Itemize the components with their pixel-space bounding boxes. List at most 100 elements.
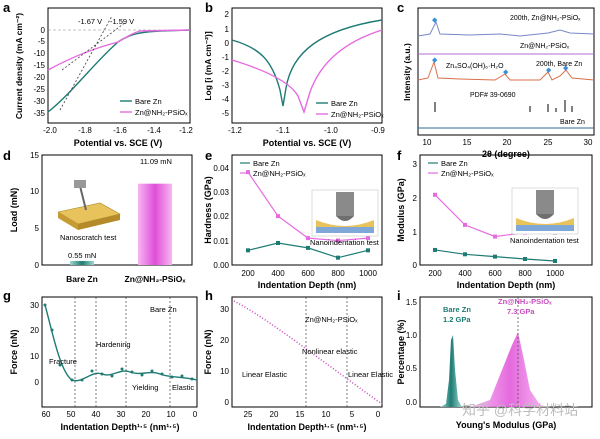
g-xtick-5: 10 [167, 410, 176, 419]
panel-letter-d: d [3, 148, 11, 163]
d-category-0: Bare Zn [66, 274, 98, 284]
i-xlabel: Young's Modulus (GPa) [456, 420, 556, 430]
h-curve [233, 300, 383, 405]
g-ylabel: Force (nN) [9, 329, 19, 374]
a-curve-bare-zn [47, 29, 191, 113]
i-watermark: 知乎 @科学材料站 [462, 402, 578, 418]
e-xtick-4: 1000 [359, 269, 377, 278]
f-point-1-1 [463, 222, 467, 227]
d-ytick-3: 15 [30, 151, 39, 160]
h-ylabel: Force (nN) [203, 329, 213, 374]
g-xtick-2: 40 [92, 410, 101, 419]
e-xtick-0: 200 [241, 269, 255, 278]
a-annotation-2: -1.59 V [110, 17, 134, 26]
b-ytick-2: 0 [225, 39, 230, 48]
b-xtick-1: -1.1 [276, 126, 290, 135]
e-xtick-2: 600 [301, 269, 315, 278]
b-ytick-4: -2 [222, 67, 230, 76]
e-point-1-4 [366, 236, 370, 241]
e-ytick-1: 0.01 [213, 237, 229, 246]
i-peak2-name: Zn@NH₂-PSiOₓ [498, 297, 552, 306]
f-xtick-2: 600 [488, 269, 502, 278]
svg-text:◆: ◆ [432, 57, 438, 64]
e-legend-1: Zn@NH₂-PSiOₓ [253, 169, 306, 178]
svg-text:◆: ◆ [563, 65, 569, 72]
c-label-1: 200th, Zn@NH₂-PSiOₓ [510, 15, 581, 22]
a-ytick-6: -30 [33, 97, 45, 106]
a-xtick-1: -1.8 [78, 126, 92, 135]
e-point-0-0 [246, 248, 250, 253]
b-ytick-6: -4 [222, 95, 230, 104]
e-point-1-0 [246, 170, 250, 175]
c-label-2: Zn@NH₂-PSiOₓ [520, 43, 570, 50]
e-point-1-3 [336, 238, 340, 243]
f-ytick-0: 0 [413, 261, 418, 270]
panel-a: a 0 -5 -10 -15 -20 -25 -30 -35 -2.0 -1.8… [3, 0, 193, 148]
g-region-2: Yielding [132, 383, 158, 392]
panel-f: f 0 1 2 3 200 400 600 800 1000 Indentati… [396, 148, 593, 290]
a-curve-coated [47, 29, 191, 71]
d-bar-0 [70, 260, 94, 265]
panel-i: i 0.0 0.5 1.0 1.5 Young's Modulus (GPa) … [396, 288, 593, 430]
a-ytick-7: -35 [33, 109, 45, 118]
a-xtick-4: -1.2 [179, 126, 193, 135]
f-xtick-4: 1000 [546, 269, 564, 278]
e-point-0-2 [306, 245, 310, 250]
d-bars [70, 183, 172, 265]
svg-text:◆: ◆ [546, 67, 552, 74]
d-ytick-0: 0 [35, 261, 40, 270]
e-point-1-1 [276, 214, 280, 219]
a-xtick-0: -2.0 [43, 126, 57, 135]
h-xtick-5: 0 [376, 410, 381, 419]
e-inset-label: Nanoindentation test [310, 238, 380, 247]
e-point-0-4 [366, 248, 370, 253]
h-title: Zn@NH₂-PSiOₓ [305, 315, 358, 324]
h-xtick-4: 5 [350, 410, 355, 419]
a-xlabel: Potential vs. SCE (V) [74, 138, 163, 148]
i-peak1-name: Bare Zn [443, 305, 471, 314]
panel-letter-g: g [3, 288, 11, 303]
panel-e: e 0.00 0.01 0.02 0.03 0.04 200 400 600 8… [203, 148, 383, 290]
b-ytick-3: -1 [222, 53, 230, 62]
g-title: Bare Zn [150, 305, 177, 314]
c-xlabel: 2θ (degree) [482, 149, 530, 159]
g-xtick-3: 30 [117, 410, 126, 419]
f-point-1-0 [433, 192, 437, 197]
b-ytick-0: 2 [225, 10, 230, 19]
i-ylabel: Percentage (%) [396, 319, 406, 384]
b-xtick-2: -1.0 [324, 126, 338, 135]
i-ytick-0: 0.0 [406, 398, 418, 407]
panel-letter-h: h [205, 288, 213, 303]
d-inset-label: Nanoscratch test [60, 233, 117, 242]
i-peak2-value: 7.3 GPa [507, 307, 535, 316]
panel-letter-a: a [3, 0, 11, 15]
f-legend-1: Zn@NH₂-PSiOₓ [441, 169, 494, 178]
d-value-label-0: 0.55 mN [68, 251, 96, 260]
c-xtick-4: 30 [584, 138, 593, 147]
c-label-6: Bare Zn [560, 119, 585, 126]
panel-g: g 0 10 20 30 60 50 40 30 20 10 0 Indenta… [3, 288, 198, 432]
b-legend-1: Zn@NH₂-PSiOₓ [331, 110, 384, 119]
panel-letter-i: i [397, 288, 401, 303]
g-region-0: Fracture [49, 357, 77, 366]
g-xtick-4: 20 [142, 410, 151, 419]
h-xlabel: Indentation Depth¹·⁵ (nm¹·⁵) [248, 422, 367, 432]
e-point-1-2 [306, 236, 310, 241]
svg-text:◆: ◆ [432, 17, 438, 24]
b-ytick-7: -5 [222, 109, 230, 118]
d-value-label-1: 11.09 mN [140, 157, 172, 166]
d-category-1: Zn@NH₂-PSiOₓ [125, 274, 187, 284]
panel-letter-c: c [397, 0, 404, 15]
g-ytick-1: 10 [30, 352, 39, 361]
e-plot [246, 170, 370, 260]
h-ytick-3: 30 [220, 305, 229, 314]
g-region-3: Elastic [172, 383, 194, 392]
i-ytick-3: 1.5 [406, 298, 418, 307]
a-ylabel: Current density (mA cm⁻²) [14, 13, 24, 119]
h-xtick-2: 15 [296, 410, 305, 419]
f-inset-label: Nanoindentation test [510, 236, 580, 245]
c-trace-3 [417, 60, 595, 81]
h-xtick-3: 10 [322, 410, 331, 419]
g-ytick-2: 20 [30, 326, 39, 335]
